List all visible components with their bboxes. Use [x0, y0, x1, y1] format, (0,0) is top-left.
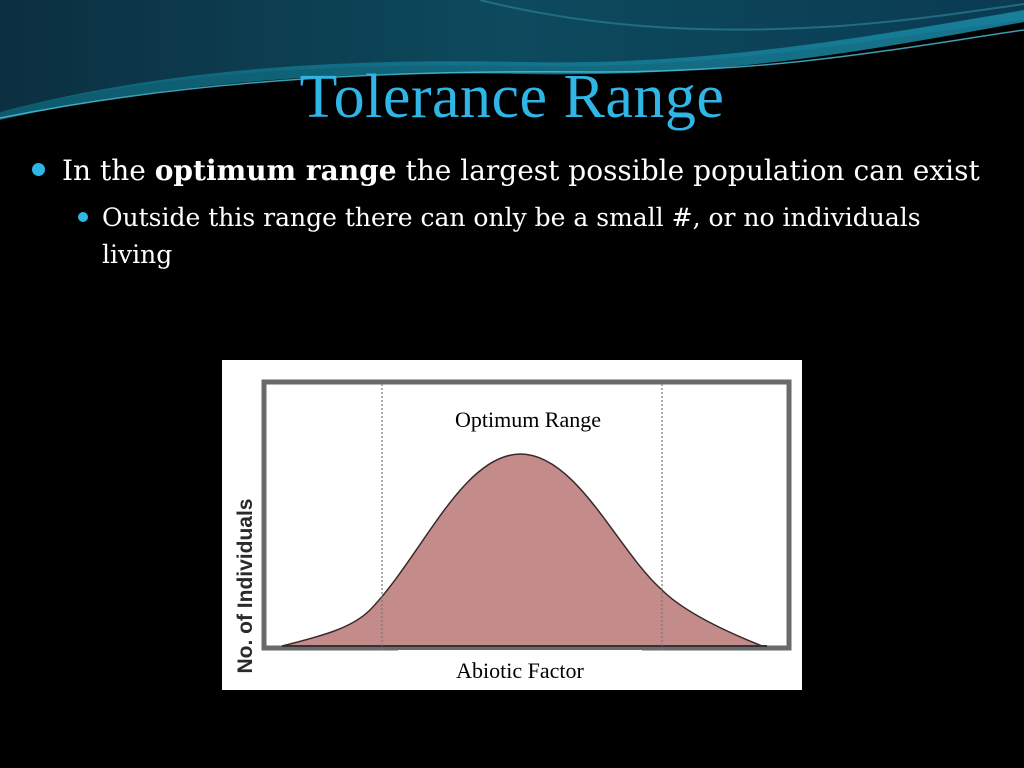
decorative-wave-banner	[0, 0, 1024, 120]
x-axis-label: Abiotic Factor	[398, 650, 642, 690]
bullet-list: In the optimum range the largest possibl…	[30, 150, 990, 273]
tolerance-curve-figure: No. of Individuals Optimum Range Abiotic…	[222, 360, 802, 690]
optimum-range-label: Optimum Range	[422, 407, 634, 433]
bullet-optimum-range: In the optimum range the largest possibl…	[30, 150, 990, 191]
bullet1-bold: optimum range	[154, 154, 397, 187]
population-curve	[281, 453, 763, 647]
bullet-dot-icon	[32, 163, 45, 176]
y-axis-label: No. of Individuals	[234, 498, 257, 674]
slide-title: Tolerance Range	[299, 63, 725, 131]
bullet2-text: Outside this range there can only be a s…	[102, 203, 921, 269]
sub-bullet-dot-icon	[78, 212, 88, 222]
bullet1-suffix: the largest possible population can exis…	[396, 154, 980, 187]
bullet1-prefix: In the	[62, 154, 155, 187]
sub-bullet-outside-range: Outside this range there can only be a s…	[70, 199, 990, 273]
